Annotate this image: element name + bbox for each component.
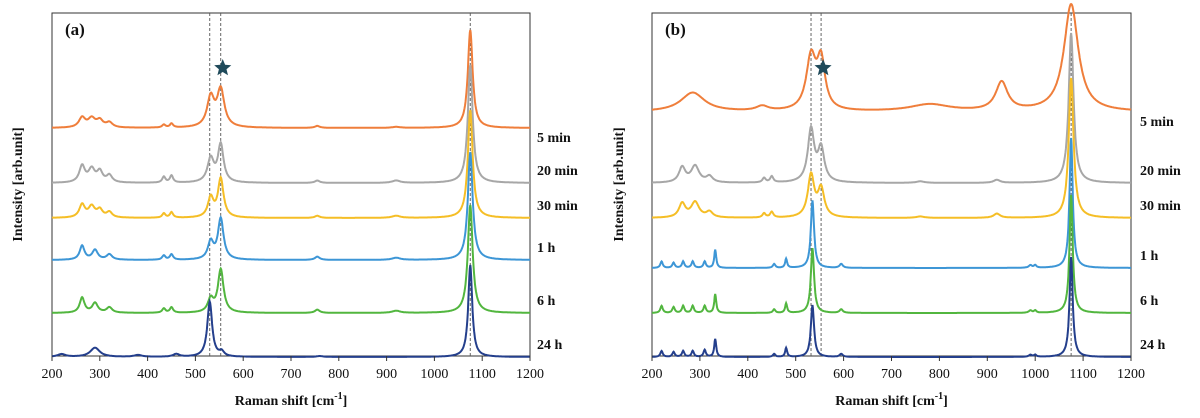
x-axis-title: Raman shift [cm-1] (235, 391, 348, 409)
x-tick-label: 600 (233, 367, 254, 382)
series-label: 30 min (1140, 199, 1181, 214)
series-label: 24 h (537, 338, 563, 353)
star-icon (214, 59, 232, 76)
plot-frame (51, 12, 531, 357)
x-tick-label: 200 (642, 367, 663, 382)
x-tick-label: 1000 (420, 367, 448, 382)
series-line-5-min (652, 2, 1132, 111)
x-tick-label: 300 (89, 367, 110, 382)
series-label: 30 min (537, 199, 578, 214)
x-axis-title: Raman shift [cm-1] (835, 391, 948, 409)
series-label: 6 h (537, 294, 556, 309)
y-axis-title: Intensity [arb.unit] (612, 127, 627, 241)
series-label: 6 h (1140, 294, 1159, 309)
x-tick-label: 1200 (1117, 367, 1145, 382)
x-tick-label: 900 (376, 367, 397, 382)
series-label: 24 h (1140, 338, 1166, 353)
x-tick-label: 500 (185, 367, 206, 382)
x-tick-label: 700 (281, 367, 302, 382)
series-line-1-h (52, 151, 530, 261)
series-line-24-h (51, 264, 530, 358)
series-label: 20 min (1140, 164, 1181, 179)
series-label: 5 min (537, 131, 571, 146)
series-line-1-h (652, 137, 1131, 269)
panel-label: (a) (65, 20, 85, 39)
x-tick-label: 1100 (468, 367, 495, 382)
x-tick-label: 500 (785, 367, 806, 382)
x-tick-label: 1100 (1069, 367, 1096, 382)
series-line-20-min (52, 64, 530, 184)
series-line-5-min (52, 29, 530, 129)
series-label: 5 min (1140, 115, 1174, 130)
series-line-24-h (652, 256, 1131, 358)
star-icon (814, 59, 832, 76)
x-tick-label: 800 (328, 367, 349, 382)
chart-panel-b: 5 min 20 min 30 min 1 h 6 h 24 h 200 300 400 500 6… (612, 2, 1181, 409)
x-tick-label: 800 (929, 367, 950, 382)
chart-panel-a: 5 min 20 min 30 min 1 h 6 h 24 h 200 300 400 500 6… (11, 12, 578, 409)
series-line-30-min (51, 109, 530, 219)
series-label: 1 h (1140, 249, 1159, 264)
x-tick-label: 400 (137, 367, 158, 382)
series-line-30-min (652, 77, 1131, 219)
x-tick-label: 900 (977, 367, 998, 382)
plot-frame (651, 12, 1132, 357)
x-tick-label: 300 (689, 367, 710, 382)
panel-label: (b) (665, 20, 686, 39)
x-tick-label: 700 (881, 367, 902, 382)
series-line-6-h (51, 204, 530, 314)
series-line-6-h (652, 194, 1131, 314)
x-tick-label: 400 (737, 367, 758, 382)
y-axis-title: Intensity [arb.unit] (11, 127, 26, 241)
x-tick-label: 1200 (516, 367, 544, 382)
x-tick-label: 600 (833, 367, 854, 382)
series-label: 20 min (537, 164, 578, 179)
series-label: 1 h (537, 241, 556, 256)
x-tick-label: 200 (42, 367, 63, 382)
series-line-20-min (652, 32, 1131, 184)
x-tick-label: 1000 (1021, 367, 1049, 382)
